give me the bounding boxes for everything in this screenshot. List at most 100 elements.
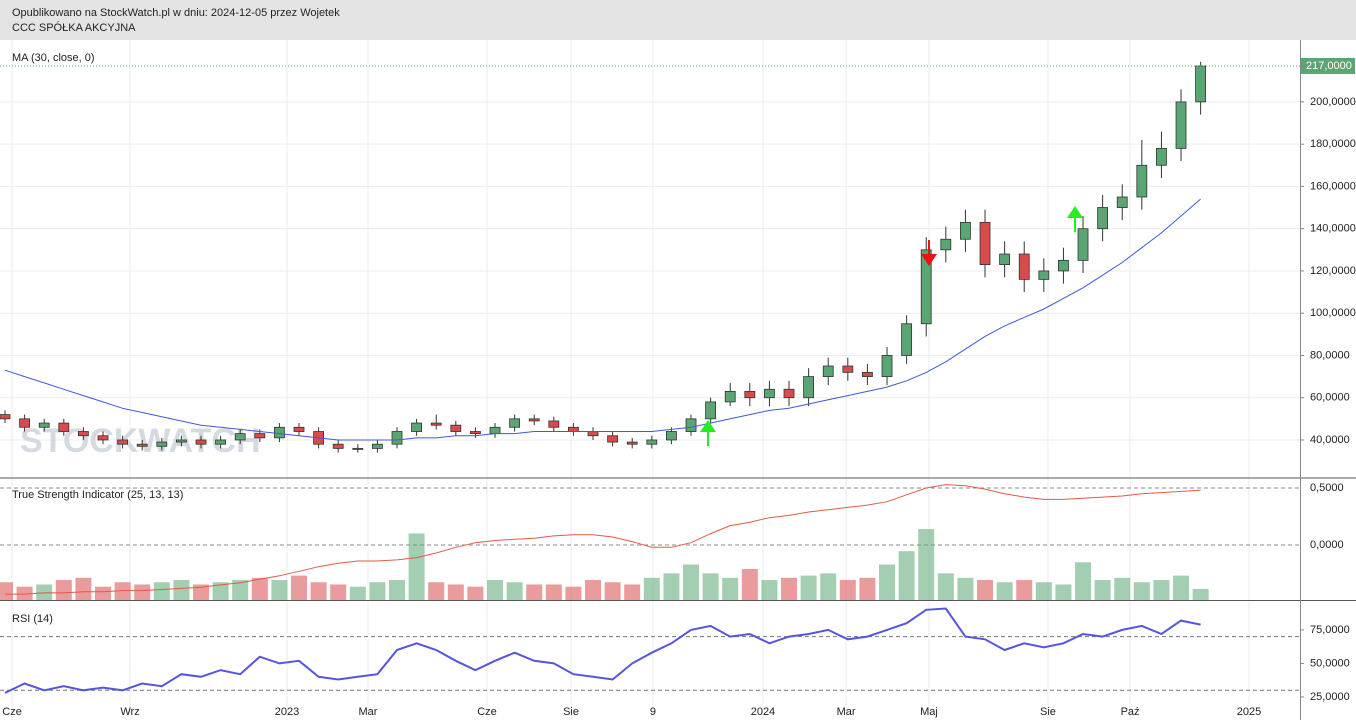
volume-bar <box>16 586 33 600</box>
volume-bar <box>0 582 13 600</box>
volume-bar <box>977 580 994 600</box>
candle-body <box>960 221 971 240</box>
candle-body <box>332 443 344 449</box>
buy-arrow <box>1067 206 1083 232</box>
candle-body <box>97 435 109 441</box>
rsi-line <box>4 607 1201 694</box>
volume-bar <box>114 582 131 600</box>
ma-line <box>4 198 1201 441</box>
x-tick-label: Sie <box>563 706 579 718</box>
candle-body <box>38 422 50 428</box>
candle-body <box>920 249 932 325</box>
volume-bar <box>389 580 406 600</box>
volume-bar <box>683 564 700 600</box>
candle-body <box>489 426 501 435</box>
last-price-label: 217,0000 <box>1306 60 1352 72</box>
candle-body <box>901 323 913 356</box>
volume-bar <box>781 577 798 600</box>
volume-bar <box>565 586 582 600</box>
volume-bar <box>1173 575 1190 600</box>
candle-body <box>156 441 168 447</box>
x-tick-label: Sie <box>1040 706 1056 718</box>
volume-bar <box>36 584 53 600</box>
candle-body <box>1058 259 1069 272</box>
candle-body <box>1156 147 1167 166</box>
rsi-tick-label: 50,0000 <box>1310 657 1350 669</box>
volume-bar <box>859 577 876 600</box>
volume-bar <box>1153 580 1170 600</box>
volume-bar <box>95 586 112 600</box>
candle-body <box>470 431 481 435</box>
candle-body <box>234 433 246 441</box>
last-price-box <box>1301 57 1355 74</box>
candle-body <box>548 420 560 428</box>
x-tick-label: Mar <box>359 706 378 718</box>
candle-body <box>568 426 579 432</box>
volume-bar <box>487 580 504 600</box>
volume-bar <box>1016 580 1033 600</box>
candle-body <box>862 371 873 377</box>
candle-body <box>1077 228 1089 261</box>
header-subtitle: CCC SPÓŁKA AKCYJNA <box>12 21 136 34</box>
candle-body <box>626 441 638 445</box>
grid-layer <box>0 40 1300 720</box>
candle-body <box>19 418 30 428</box>
sell-arrow <box>921 240 937 266</box>
header-title: Opublikowano na StockWatch.pl w dniu: 20… <box>12 7 340 19</box>
volume-bar <box>408 533 425 600</box>
candle-body <box>979 221 991 265</box>
volume-bar <box>173 580 190 600</box>
candle-body <box>705 401 717 420</box>
candle-body <box>1116 196 1128 208</box>
buy-arrow <box>700 420 716 446</box>
x-tick-label: 2024 <box>751 706 775 718</box>
candle-body <box>274 426 285 439</box>
candle-body <box>450 424 462 432</box>
x-tick-label: Cze <box>2 706 22 718</box>
candle-body <box>254 433 266 439</box>
ma-label: MA (30, close, 0) <box>12 52 95 64</box>
volume-bar <box>193 584 210 600</box>
candle-body <box>1175 101 1187 149</box>
volume-bar <box>428 582 445 600</box>
volume-bar <box>585 580 602 600</box>
candle-body <box>176 439 187 443</box>
candle-body <box>0 414 11 420</box>
volume-bar <box>1075 562 1092 600</box>
volume-bar <box>604 582 621 600</box>
candle-body <box>1097 207 1109 230</box>
tsi-tick-label: 0,5000 <box>1310 482 1344 494</box>
candle-body <box>744 390 756 399</box>
volume-bar <box>349 586 366 600</box>
candle-body <box>195 439 207 445</box>
candle-body <box>783 388 795 399</box>
y-tick-label: 60,0000 <box>1310 392 1350 404</box>
y-tick-label: 200,0000 <box>1310 96 1356 108</box>
volume-bar <box>1055 584 1072 600</box>
candle-body <box>509 418 521 428</box>
volume-bar <box>741 568 758 600</box>
volume-bar <box>212 582 229 600</box>
volume-bar <box>75 577 92 600</box>
candle-body <box>940 238 952 251</box>
tsi-line <box>5 484 1201 595</box>
volume-bar <box>898 551 915 600</box>
volume-bar <box>506 582 523 600</box>
candle-body <box>1038 270 1050 280</box>
candle-body <box>881 355 893 377</box>
volume-bar <box>291 575 308 600</box>
volume-bar <box>996 582 1013 600</box>
candle-body <box>999 253 1011 265</box>
volume-bar <box>369 582 386 600</box>
volume-bar <box>545 584 562 600</box>
rsi-label: RSI (14) <box>12 613 53 625</box>
rsi-tick-label: 75,0000 <box>1310 624 1350 636</box>
volume-bar <box>1035 582 1052 600</box>
candle-body <box>77 431 89 437</box>
candle-body <box>411 422 423 432</box>
candle-body <box>1018 253 1030 280</box>
tsi-tick-label: 0,0000 <box>1310 539 1344 551</box>
candle-body <box>136 443 148 447</box>
y-tick-label: 80,0000 <box>1310 349 1350 361</box>
